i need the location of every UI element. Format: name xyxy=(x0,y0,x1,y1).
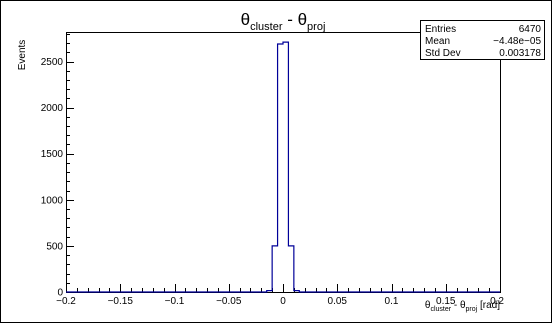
y-tick-label: 0 xyxy=(57,288,63,299)
histogram-bin xyxy=(272,246,277,292)
histogram-bin xyxy=(283,42,288,292)
y-tick-label: 2000 xyxy=(41,103,64,114)
stats-box: Entries 6470 Mean −4.48e−05 Std Dev 0.00… xyxy=(420,20,545,60)
y-tick-label: 1500 xyxy=(41,149,64,160)
x-tick-label: −0.2 xyxy=(56,296,76,307)
stats-box-frame xyxy=(420,20,545,60)
y-axis-label: Events xyxy=(17,40,28,71)
y-tick-label: 1000 xyxy=(41,195,64,206)
x-tick-label: 0.2 xyxy=(490,296,504,307)
tick-labels: −0.2 −0.15 −0.1 −0.05 0 0.05 0.1 0.15 0.2 0 500 100… xyxy=(41,57,505,307)
plot-frame xyxy=(66,32,501,293)
stats-entries-value: 6470 xyxy=(519,24,542,35)
x-axis-label: θcluster - θproj [rad] xyxy=(425,300,500,313)
histogram-bins xyxy=(66,41,500,293)
stats-stddev-label: Std Dev xyxy=(425,48,461,59)
histogram-bin xyxy=(288,246,293,292)
stats-entries-label: Entries xyxy=(425,24,456,35)
x-tick-label: −0.1 xyxy=(165,296,185,307)
stats-mean-label: Mean xyxy=(425,36,450,47)
y-tick-label: 2500 xyxy=(41,57,64,68)
x-tick-label: 0.05 xyxy=(328,296,348,307)
stats-mean-value: −4.48e−05 xyxy=(493,36,541,47)
x-tick-label: 0 xyxy=(280,296,286,307)
stats-stddev-value: 0.003178 xyxy=(499,48,541,59)
histogram-outline xyxy=(66,41,500,293)
histogram-bin xyxy=(278,44,283,292)
x-tick-label: −0.15 xyxy=(108,296,134,307)
axis-ticks xyxy=(66,34,501,293)
chart-title: θcluster - θproj xyxy=(241,10,326,33)
x-tick-label: 0.1 xyxy=(385,296,399,307)
x-tick-label: −0.05 xyxy=(216,296,242,307)
y-tick-label: 500 xyxy=(46,241,63,252)
x-tick-label: 0.15 xyxy=(436,296,456,307)
